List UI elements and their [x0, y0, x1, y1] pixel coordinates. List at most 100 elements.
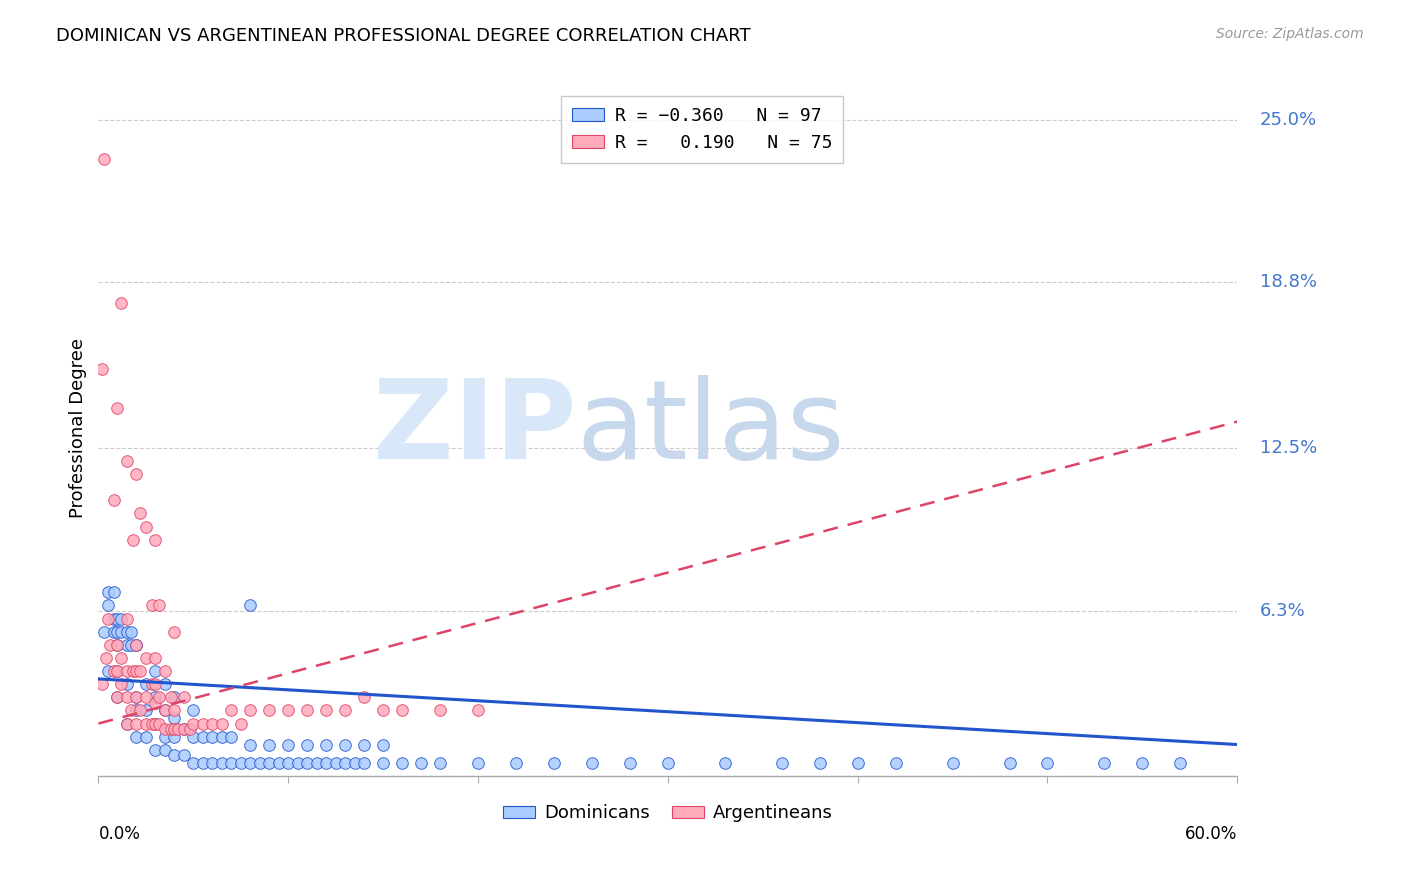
- Point: [145, 651, 167, 665]
- Point: [221, 703, 243, 717]
- Point: [467, 756, 489, 770]
- Legend: Dominicans, Argentineans: Dominicans, Argentineans: [495, 797, 841, 830]
- Point: [135, 716, 157, 731]
- Point: [315, 756, 337, 770]
- Point: [201, 756, 224, 770]
- Point: [1132, 756, 1154, 770]
- Text: 6.3%: 6.3%: [1260, 601, 1306, 620]
- Point: [115, 677, 138, 691]
- Point: [110, 624, 132, 639]
- Point: [619, 756, 641, 770]
- Point: [191, 716, 214, 731]
- Point: [267, 756, 290, 770]
- Point: [129, 664, 152, 678]
- Point: [110, 611, 132, 625]
- Point: [183, 716, 205, 731]
- Point: [129, 507, 152, 521]
- Point: [98, 638, 121, 652]
- Point: [120, 703, 142, 717]
- Point: [770, 756, 793, 770]
- Point: [135, 703, 157, 717]
- Point: [249, 756, 271, 770]
- Point: [103, 585, 125, 599]
- Point: [221, 756, 243, 770]
- Point: [353, 690, 375, 705]
- Point: [107, 638, 129, 652]
- Text: 0.0%: 0.0%: [98, 825, 141, 843]
- Text: Source: ZipAtlas.com: Source: ZipAtlas.com: [1216, 27, 1364, 41]
- Point: [107, 611, 129, 625]
- Point: [141, 716, 163, 731]
- Point: [110, 677, 132, 691]
- Point: [141, 677, 163, 691]
- Point: [657, 756, 679, 770]
- Point: [1036, 756, 1059, 770]
- Point: [115, 664, 138, 678]
- Point: [153, 703, 176, 717]
- Point: [239, 738, 262, 752]
- Point: [884, 756, 907, 770]
- Point: [125, 638, 148, 652]
- Point: [371, 756, 394, 770]
- Point: [239, 756, 262, 770]
- Point: [191, 730, 214, 744]
- Point: [103, 624, 125, 639]
- Point: [343, 756, 366, 770]
- Point: [97, 664, 120, 678]
- Point: [315, 703, 337, 717]
- Point: [714, 756, 737, 770]
- Point: [201, 716, 224, 731]
- Point: [107, 664, 129, 678]
- Point: [97, 585, 120, 599]
- Point: [173, 747, 195, 762]
- Point: [429, 703, 451, 717]
- Point: [297, 738, 319, 752]
- Point: [91, 362, 114, 376]
- Point: [173, 722, 195, 736]
- Point: [115, 638, 138, 652]
- Point: [353, 738, 375, 752]
- Point: [277, 756, 299, 770]
- Point: [259, 703, 281, 717]
- Point: [135, 519, 157, 533]
- Point: [371, 703, 394, 717]
- Point: [107, 690, 129, 705]
- Point: [145, 533, 167, 547]
- Point: [429, 756, 451, 770]
- Point: [107, 638, 129, 652]
- Point: [125, 690, 148, 705]
- Point: [107, 624, 129, 639]
- Point: [145, 664, 167, 678]
- Point: [110, 651, 132, 665]
- Point: [141, 599, 163, 613]
- Point: [125, 467, 148, 482]
- Point: [179, 722, 201, 736]
- Point: [335, 738, 357, 752]
- Point: [153, 677, 176, 691]
- Point: [115, 716, 138, 731]
- Point: [211, 756, 233, 770]
- Text: ZIP: ZIP: [374, 375, 576, 482]
- Point: [120, 638, 142, 652]
- Point: [145, 716, 167, 731]
- Point: [148, 599, 170, 613]
- Point: [107, 401, 129, 416]
- Point: [97, 599, 120, 613]
- Point: [115, 454, 138, 468]
- Point: [211, 730, 233, 744]
- Point: [998, 756, 1021, 770]
- Point: [159, 690, 181, 705]
- Point: [107, 664, 129, 678]
- Point: [94, 651, 117, 665]
- Point: [173, 722, 195, 736]
- Point: [145, 690, 167, 705]
- Point: [259, 738, 281, 752]
- Point: [125, 716, 148, 731]
- Point: [391, 756, 413, 770]
- Point: [125, 638, 148, 652]
- Point: [163, 747, 186, 762]
- Point: [942, 756, 965, 770]
- Text: 12.5%: 12.5%: [1260, 439, 1317, 457]
- Point: [167, 722, 190, 736]
- Point: [173, 690, 195, 705]
